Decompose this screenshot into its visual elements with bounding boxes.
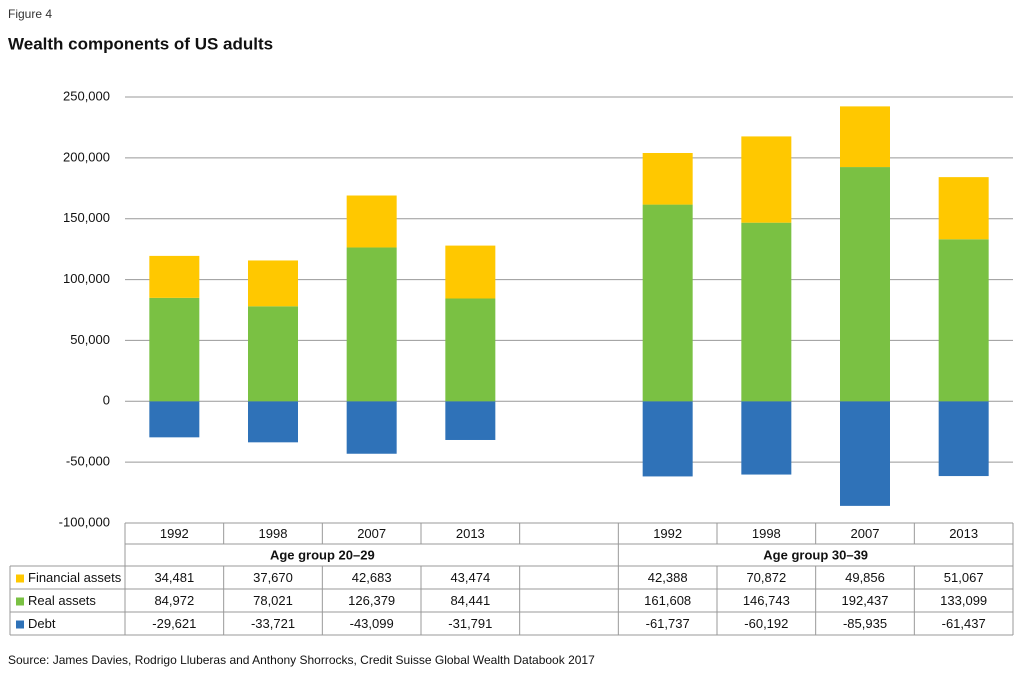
bar-segment [445, 298, 496, 402]
table-value: 161,608 [644, 593, 691, 608]
table-value: 42,683 [352, 570, 392, 585]
y-tick-label: 250,000 [63, 88, 110, 103]
table-value: -60,192 [744, 616, 788, 631]
group-label: Age group 20–29 [270, 547, 375, 562]
bar-segment [741, 222, 792, 402]
table-value: -61,437 [942, 616, 986, 631]
legend-swatch [16, 574, 24, 583]
table-value: 43,474 [450, 570, 490, 585]
table-value: -85,935 [843, 616, 887, 631]
legend-label: Real assets [28, 593, 96, 608]
legend-label: Financial assets [28, 570, 122, 585]
group-label: Age group 30–39 [763, 547, 868, 562]
table-value: -33,721 [251, 616, 295, 631]
bar-segment [938, 177, 989, 240]
table-value: 133,099 [940, 593, 987, 608]
y-tick-label: 100,000 [63, 271, 110, 286]
chart-title: Wealth components of US adults [8, 34, 273, 53]
legend-swatch [16, 620, 24, 629]
y-tick-label: -50,000 [66, 454, 110, 469]
y-tick-label: 200,000 [63, 149, 110, 164]
bar-segment [346, 195, 397, 248]
bar-segment [741, 401, 792, 475]
bar-segment [938, 239, 989, 402]
bar-segment [445, 245, 496, 299]
table-value: 49,856 [845, 570, 885, 585]
bar-segment [346, 401, 397, 454]
bar-segment [149, 255, 200, 298]
table-value: 78,021 [253, 593, 293, 608]
bar-segment [840, 106, 890, 168]
table-value: -43,099 [350, 616, 394, 631]
legend-label: Debt [28, 616, 56, 631]
table-value: 84,972 [154, 593, 194, 608]
x-tick-label: 1998 [259, 526, 288, 541]
bar-segment [642, 152, 693, 205]
bar-segment [346, 247, 397, 402]
table-value: 42,388 [648, 570, 688, 585]
bar-segment [840, 401, 890, 506]
x-tick-label: 1992 [160, 526, 189, 541]
source: Source: James Davies, Rodrigo Lluberas a… [8, 653, 595, 667]
bar-segment [840, 167, 890, 402]
bar-segment [642, 204, 693, 402]
table-value: -61,737 [646, 616, 690, 631]
bar-segment [149, 297, 200, 402]
table-value: -29,621 [152, 616, 196, 631]
x-tick-label: 2013 [456, 526, 485, 541]
x-tick-label: 1998 [752, 526, 781, 541]
table-value: 84,441 [450, 593, 490, 608]
table-value: 70,872 [746, 570, 786, 585]
table-value: 34,481 [154, 570, 194, 585]
y-tick-label: 150,000 [63, 210, 110, 225]
table-value: 146,743 [743, 593, 790, 608]
bar-segment [445, 401, 496, 440]
table-value: 37,670 [253, 570, 293, 585]
bar-segment [248, 401, 298, 443]
y-tick-label: 50,000 [70, 332, 110, 347]
x-tick-label: 2007 [851, 526, 880, 541]
bar-segment [741, 136, 792, 223]
x-tick-label: 1992 [653, 526, 682, 541]
x-tick-label: 2013 [949, 526, 978, 541]
y-tick-label: 0 [103, 393, 110, 408]
table-value: -31,791 [448, 616, 492, 631]
table-value: 126,379 [348, 593, 395, 608]
bar-segment [149, 401, 200, 438]
table-value: 192,437 [842, 593, 889, 608]
figure-label: Figure 4 [8, 7, 52, 21]
y-tick-label: -100,000 [59, 514, 110, 529]
table-value: 51,067 [944, 570, 984, 585]
x-tick-label: 2007 [357, 526, 386, 541]
bar-segment [938, 401, 989, 477]
bar-segment [642, 401, 693, 477]
bar-segment [248, 306, 298, 402]
legend-swatch [16, 597, 24, 606]
bar-segment [248, 260, 298, 307]
